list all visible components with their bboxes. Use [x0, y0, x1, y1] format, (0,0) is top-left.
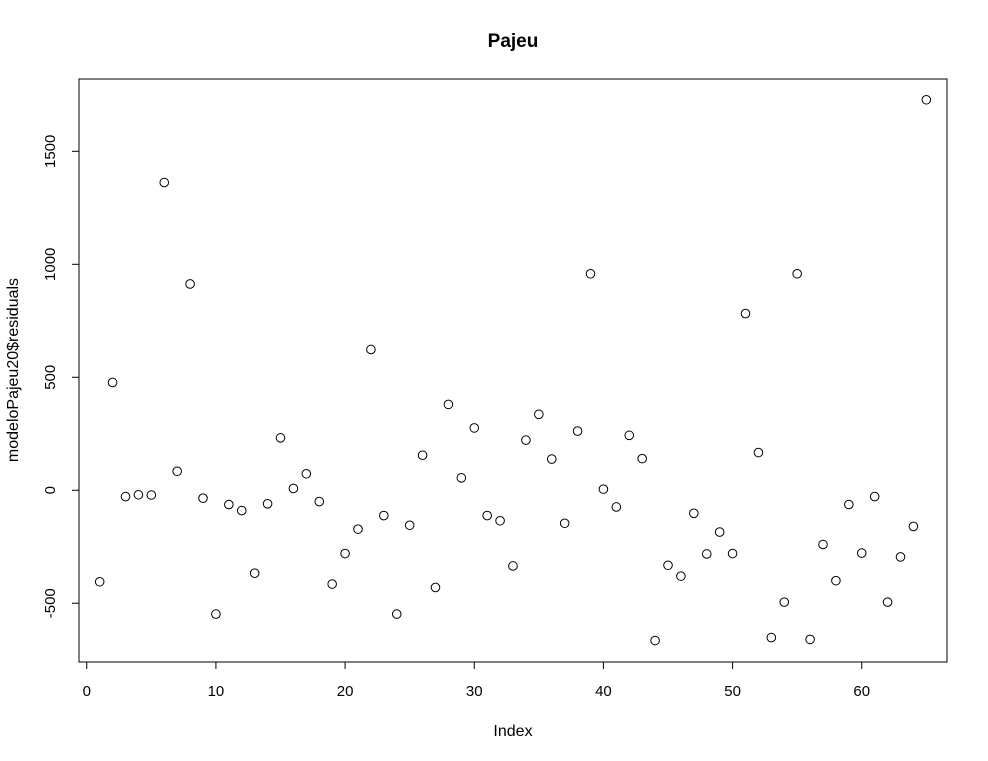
data-point — [844, 499, 854, 510]
data-point — [211, 609, 221, 619]
x-tick-label: 60 — [853, 683, 870, 700]
data-point — [727, 548, 738, 559]
data-point — [611, 502, 622, 512]
x-axis: 0 10 20 30 40 50 60 — [83, 661, 870, 700]
data-point — [559, 518, 570, 529]
data-point — [120, 491, 131, 502]
data-point — [805, 634, 815, 645]
x-tick-label: 0 — [83, 683, 91, 700]
data-point — [856, 548, 867, 558]
data-point — [598, 484, 609, 494]
y-tick-label: -500 — [42, 588, 59, 618]
data-point — [663, 560, 673, 571]
data-point — [443, 399, 454, 410]
data-point — [921, 94, 932, 105]
data-point — [779, 597, 790, 607]
data-point — [327, 579, 337, 589]
data-point — [249, 568, 260, 578]
data-point — [185, 279, 195, 289]
x-tick-label: 20 — [337, 683, 354, 700]
data-point — [456, 473, 467, 483]
data-point — [818, 539, 828, 550]
data-point — [198, 493, 208, 503]
data-point — [391, 609, 402, 619]
data-point — [689, 508, 699, 519]
data-point — [379, 510, 389, 521]
data-point — [508, 561, 518, 571]
data-point — [288, 483, 299, 494]
x-axis-label: Index — [493, 723, 532, 740]
data-point — [534, 409, 544, 420]
data-point — [366, 344, 376, 355]
data-point — [869, 491, 880, 502]
data-point — [224, 499, 234, 510]
data-point — [482, 510, 492, 521]
data-point — [585, 268, 596, 279]
data-point — [159, 177, 170, 188]
data-point — [146, 490, 157, 500]
chart-title: Pajeu — [488, 31, 539, 52]
data-point — [417, 450, 428, 461]
data-point — [546, 454, 557, 464]
data-point — [495, 515, 505, 526]
y-tick-label: 500 — [42, 365, 59, 390]
data-point — [882, 597, 893, 607]
data-point — [262, 499, 273, 509]
x-tick-label: 10 — [208, 683, 225, 700]
data-point — [236, 505, 247, 516]
x-tick-label: 30 — [466, 683, 483, 700]
y-tick-label: 1000 — [42, 248, 59, 281]
data-point — [895, 552, 906, 562]
data-point — [701, 549, 712, 559]
data-point — [792, 268, 802, 279]
data-point — [430, 582, 441, 593]
data-point — [301, 468, 312, 479]
y-axis: -500 0 500 1000 1500 — [42, 135, 80, 618]
data-point — [353, 524, 363, 534]
data-point — [275, 433, 286, 443]
data-point — [624, 430, 635, 441]
data-point — [714, 527, 725, 537]
data-point — [172, 466, 182, 477]
data-point — [676, 571, 686, 581]
data-point — [133, 489, 144, 500]
data-point — [637, 453, 647, 464]
data-point — [340, 548, 350, 559]
data-point — [650, 635, 660, 646]
data-point — [740, 308, 751, 319]
data-point — [908, 521, 919, 532]
data-point — [521, 435, 531, 445]
data-point — [94, 576, 105, 587]
data-point — [469, 423, 480, 433]
data-point — [314, 496, 325, 507]
y-axis-label: modeloPajeu20$residuals — [5, 278, 22, 462]
data-points — [94, 94, 932, 646]
data-point — [572, 426, 583, 436]
x-tick-label: 50 — [724, 683, 741, 700]
data-point — [404, 520, 415, 531]
data-point — [766, 632, 777, 643]
y-tick-label: 0 — [42, 486, 59, 494]
data-point — [831, 575, 841, 586]
x-tick-label: 40 — [595, 683, 612, 700]
plot-frame — [78, 78, 948, 663]
data-point — [753, 447, 764, 458]
y-tick-label: 1500 — [42, 135, 59, 168]
data-point — [107, 377, 118, 388]
